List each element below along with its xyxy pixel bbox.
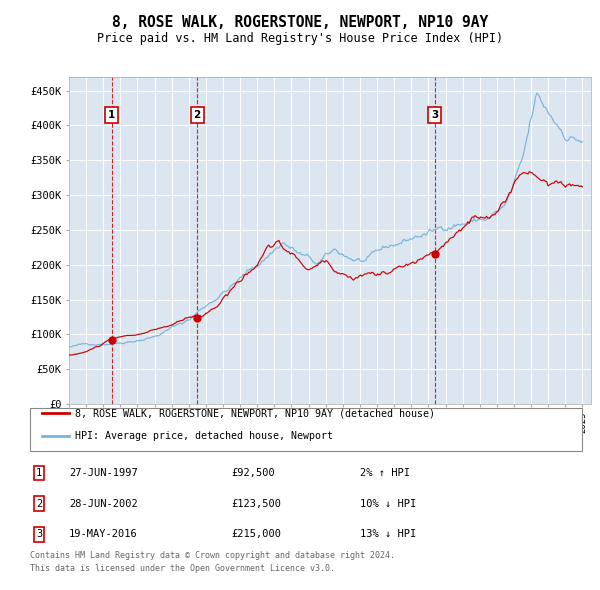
Text: HPI: Average price, detached house, Newport: HPI: Average price, detached house, Newp… bbox=[75, 431, 333, 441]
Text: 3: 3 bbox=[36, 529, 42, 539]
Text: 3: 3 bbox=[431, 110, 439, 120]
Text: 1: 1 bbox=[108, 110, 115, 120]
Text: 10% ↓ HPI: 10% ↓ HPI bbox=[360, 499, 416, 509]
Text: £123,500: £123,500 bbox=[231, 499, 281, 509]
Text: 13% ↓ HPI: 13% ↓ HPI bbox=[360, 529, 416, 539]
Text: 2: 2 bbox=[36, 499, 42, 509]
Text: 19-MAY-2016: 19-MAY-2016 bbox=[69, 529, 138, 539]
Text: 1: 1 bbox=[36, 468, 42, 478]
Text: 2: 2 bbox=[194, 110, 201, 120]
Text: 2% ↑ HPI: 2% ↑ HPI bbox=[360, 468, 410, 478]
Text: £215,000: £215,000 bbox=[231, 529, 281, 539]
Text: 8, ROSE WALK, ROGERSTONE, NEWPORT, NP10 9AY (detached house): 8, ROSE WALK, ROGERSTONE, NEWPORT, NP10 … bbox=[75, 408, 435, 418]
Text: Contains HM Land Registry data © Crown copyright and database right 2024.: Contains HM Land Registry data © Crown c… bbox=[30, 551, 395, 560]
Text: 28-JUN-2002: 28-JUN-2002 bbox=[69, 499, 138, 509]
Text: £92,500: £92,500 bbox=[231, 468, 275, 478]
Text: 8, ROSE WALK, ROGERSTONE, NEWPORT, NP10 9AY: 8, ROSE WALK, ROGERSTONE, NEWPORT, NP10 … bbox=[112, 15, 488, 30]
Text: This data is licensed under the Open Government Licence v3.0.: This data is licensed under the Open Gov… bbox=[30, 564, 335, 573]
Text: 27-JUN-1997: 27-JUN-1997 bbox=[69, 468, 138, 478]
Text: Price paid vs. HM Land Registry's House Price Index (HPI): Price paid vs. HM Land Registry's House … bbox=[97, 32, 503, 45]
